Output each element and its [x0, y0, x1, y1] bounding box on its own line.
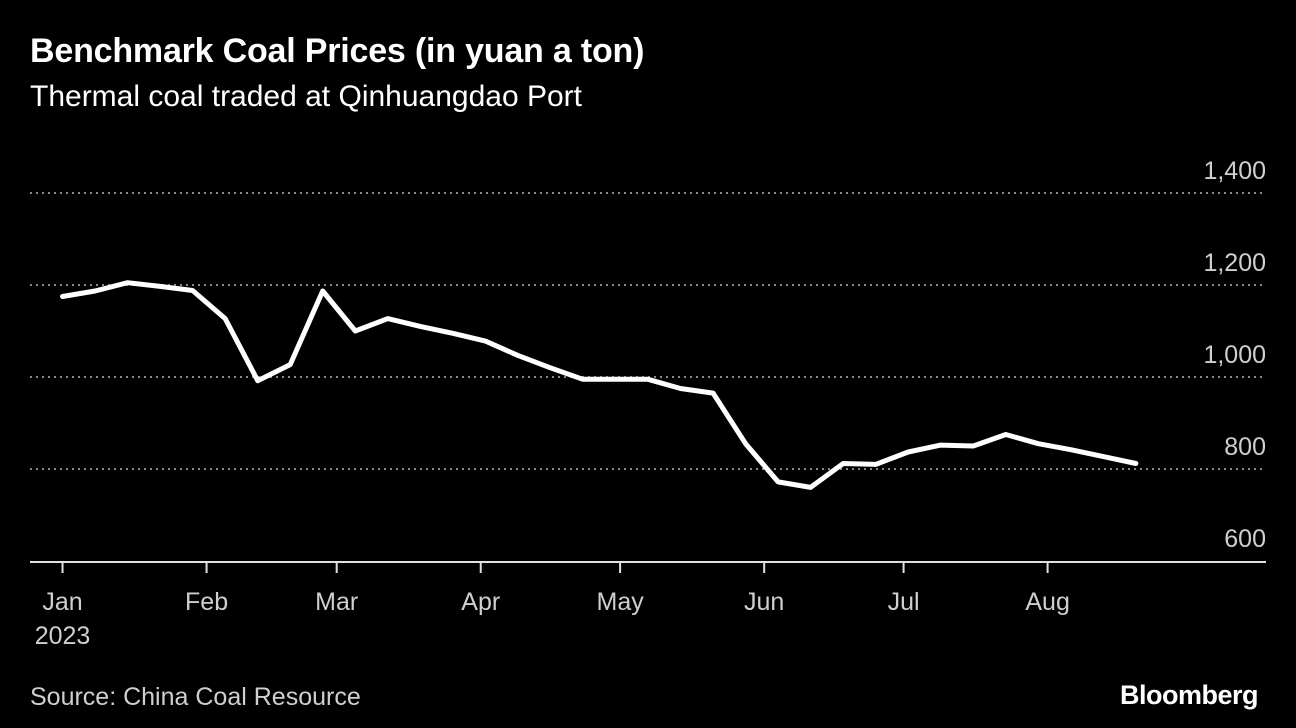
data-point: [613, 377, 617, 381]
x-tick-year-label: 2023: [35, 622, 91, 650]
data-point: [874, 462, 878, 466]
data-point: [939, 443, 943, 447]
data-point: [646, 377, 650, 381]
data-point: [1134, 461, 1138, 465]
x-tick-label: May: [597, 588, 645, 616]
source-note: Source: China Coal Resource: [30, 683, 361, 711]
data-point: [744, 442, 748, 446]
x-tick-label: Aug: [1025, 588, 1069, 616]
data-point: [776, 480, 780, 484]
data-point: [418, 324, 422, 328]
data-point: [353, 329, 357, 333]
series-layer: [60, 280, 1139, 490]
data-point: [1004, 433, 1008, 436]
y-tick-label: 1,400: [1203, 157, 1266, 185]
data-point: [711, 391, 715, 395]
data-point: [841, 461, 845, 465]
chart-title: Benchmark Coal Prices (in yuan a ton): [30, 32, 645, 70]
data-point: [256, 379, 260, 383]
data-point: [581, 377, 585, 381]
data-point: [1069, 448, 1073, 452]
data-point: [516, 353, 520, 357]
chart-subtitle: Thermal coal traded at Qinhuangdao Port: [30, 80, 582, 113]
x-tick-label: Jul: [888, 588, 920, 616]
data-point: [158, 284, 162, 288]
x-tick-label: Mar: [315, 588, 358, 616]
data-point: [126, 281, 130, 285]
x-tick-label: Apr: [461, 588, 500, 616]
data-point: [1036, 442, 1040, 446]
data-point: [971, 444, 975, 448]
data-point: [288, 363, 292, 367]
price-series-line: [60, 280, 1139, 490]
data-point: [223, 317, 227, 321]
y-tick-label: 800: [1224, 433, 1266, 461]
y-tick-label: 1,200: [1203, 249, 1266, 277]
data-point: [679, 387, 683, 390]
data-point: [321, 289, 325, 293]
data-point: [906, 450, 910, 454]
x-tick-label: Jan: [42, 588, 82, 616]
y-axis-tick-labels: 600 800 1,000 1,200 1,400: [1203, 157, 1266, 553]
x-axis: Jan 2023 Feb Mar Apr May Jun Jul Aug: [30, 561, 1266, 650]
data-point: [548, 366, 552, 370]
data-point: [61, 295, 65, 298]
data-point: [483, 339, 487, 343]
data-point: [93, 289, 97, 293]
bloomberg-logo: Bloomberg: [1119, 680, 1259, 710]
data-point: [386, 317, 390, 321]
data-point: [1101, 455, 1105, 459]
y-tick-label: 600: [1224, 525, 1266, 553]
data-point: [809, 485, 813, 489]
y-tick-label: 1,000: [1203, 341, 1266, 369]
data-point: [451, 331, 455, 335]
data-point: [191, 289, 195, 293]
x-tick-label: Jun: [744, 588, 784, 616]
grid-lines: [30, 192, 1266, 470]
x-tick-label: Feb: [185, 588, 228, 616]
